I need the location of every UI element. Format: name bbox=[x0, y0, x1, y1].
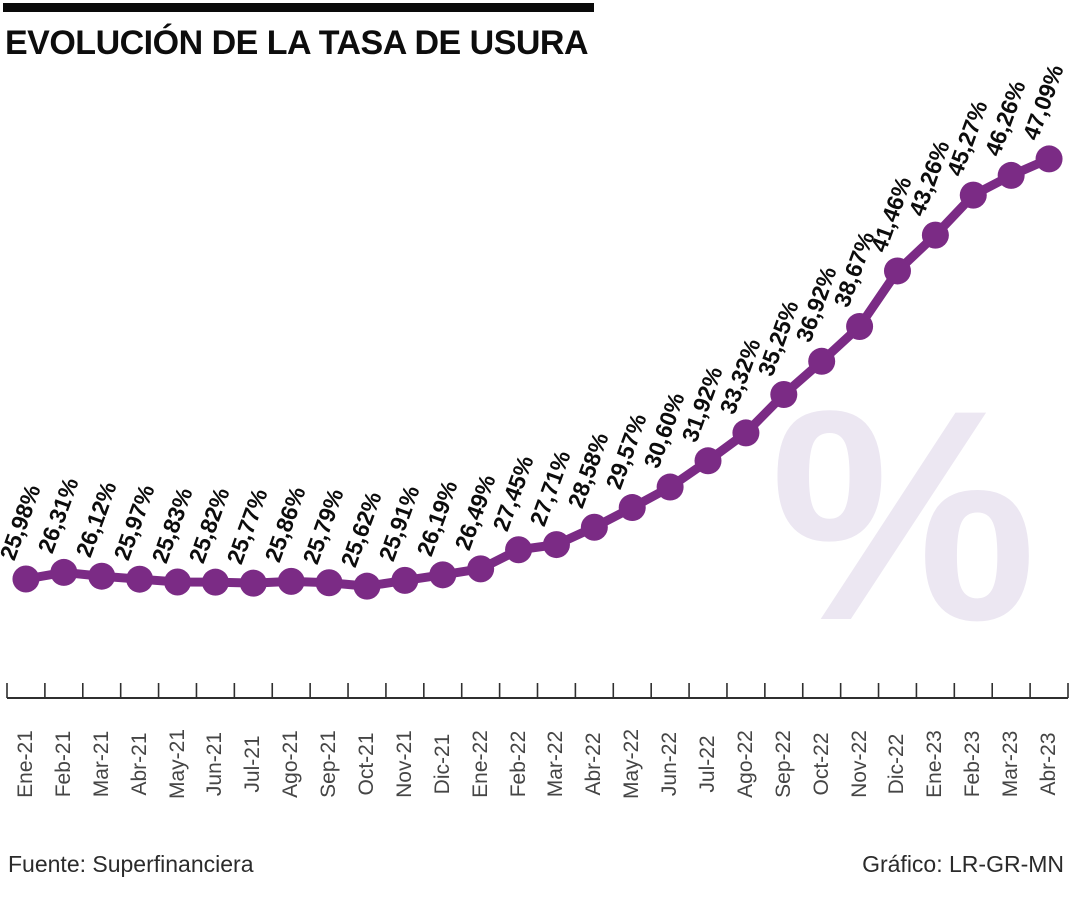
x-axis-label-Sep-21: Sep-21 bbox=[317, 730, 341, 798]
data-point-Dic-22 bbox=[883, 257, 911, 285]
data-point-Nov-21 bbox=[391, 566, 419, 594]
percent-watermark: % bbox=[770, 347, 1037, 683]
data-point-Feb-22 bbox=[505, 536, 533, 564]
data-point-Feb-23 bbox=[959, 181, 987, 209]
x-axis-label-Jul-22: Jul-22 bbox=[696, 735, 720, 793]
x-axis-label-Abr-21: Abr-21 bbox=[127, 732, 151, 796]
data-point-Abr-22 bbox=[580, 513, 608, 541]
data-point-Feb-21 bbox=[50, 558, 78, 586]
data-point-Jul-22 bbox=[694, 447, 722, 475]
x-axis-label-Feb-22: Feb-22 bbox=[506, 730, 530, 798]
data-point-Ene-22 bbox=[467, 555, 495, 583]
x-axis-label-Abr-23: Abr-23 bbox=[1037, 732, 1061, 796]
data-point-Ene-23 bbox=[921, 221, 949, 249]
title-accent-bar bbox=[3, 3, 594, 12]
x-axis-label-Ene-21: Ene-21 bbox=[13, 730, 37, 798]
x-axis-label-May-22: May-22 bbox=[620, 728, 644, 800]
data-point-Dic-21 bbox=[429, 561, 457, 589]
x-axis-label-Feb-21: Feb-21 bbox=[51, 730, 75, 798]
x-axis-label-Mar-21: Mar-21 bbox=[89, 730, 113, 798]
data-point-Ene-21 bbox=[12, 565, 40, 593]
data-point-Jun-21 bbox=[201, 568, 229, 596]
x-axis-label-Jun-22: Jun-22 bbox=[658, 731, 682, 797]
x-axis-label-May-21: May-21 bbox=[165, 728, 189, 800]
x-axis-label-Nov-21: Nov-21 bbox=[392, 730, 416, 798]
page-title: EVOLUCIÓN DE LA TASA DE USURA bbox=[5, 24, 589, 62]
data-point-May-22 bbox=[618, 494, 646, 522]
data-point-Mar-23 bbox=[997, 161, 1025, 189]
x-axis-label-Ene-22: Ene-22 bbox=[468, 730, 492, 798]
x-axis-label-Ago-22: Ago-22 bbox=[733, 730, 757, 798]
x-axis-label-Sep-22: Sep-22 bbox=[771, 730, 795, 798]
x-axis-label-Ago-21: Ago-21 bbox=[279, 730, 303, 798]
x-axis-label-Nov-22: Nov-22 bbox=[847, 730, 871, 798]
graphic-credit: Gráfico: LR-GR-MN bbox=[862, 851, 1064, 877]
x-axis-label-Mar-23: Mar-23 bbox=[999, 730, 1023, 798]
x-axis-label-Jun-21: Jun-21 bbox=[203, 731, 227, 797]
data-point-Jul-21 bbox=[239, 569, 267, 597]
x-axis-label-Ene-23: Ene-23 bbox=[923, 730, 947, 798]
x-axis-label-Mar-22: Mar-22 bbox=[544, 730, 568, 798]
data-point-Jun-22 bbox=[656, 473, 684, 501]
x-axis-label-Dic-21: Dic-21 bbox=[430, 733, 454, 795]
data-point-May-21 bbox=[164, 568, 192, 596]
usury-rate-series-line bbox=[25, 154, 1051, 591]
data-point-Mar-22 bbox=[542, 531, 570, 559]
x-axis-label-Oct-21: Oct-21 bbox=[354, 732, 378, 796]
x-axis-label-Feb-23: Feb-23 bbox=[961, 730, 985, 798]
data-point-Oct-21 bbox=[353, 572, 381, 600]
x-axis-label-Oct-22: Oct-22 bbox=[809, 732, 833, 796]
data-point-Ago-21 bbox=[277, 567, 305, 595]
data-point-Nov-22 bbox=[846, 312, 874, 340]
x-axis-label-Abr-22: Abr-22 bbox=[582, 732, 606, 796]
data-point-Sep-21 bbox=[315, 569, 343, 597]
data-point-Mar-21 bbox=[88, 562, 116, 590]
data-point-Abr-21 bbox=[126, 565, 154, 593]
data-point-Oct-22 bbox=[808, 347, 836, 375]
x-axis-label-Jul-21: Jul-21 bbox=[241, 735, 265, 793]
source-credit: Fuente: Superfinanciera bbox=[8, 851, 254, 877]
data-point-Ago-22 bbox=[732, 419, 760, 447]
x-axis-label-Dic-22: Dic-22 bbox=[885, 733, 909, 795]
data-point-Sep-22 bbox=[770, 381, 798, 409]
data-point-Abr-23 bbox=[1035, 145, 1063, 173]
